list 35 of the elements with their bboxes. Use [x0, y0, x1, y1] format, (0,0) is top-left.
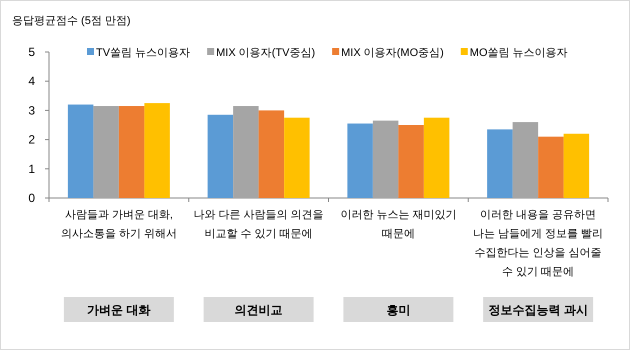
y-tick-label: 2 [28, 132, 36, 147]
x-tick-label: 나와 다른 사람들의 의견을 비교할 수 있기 때문에 [194, 209, 324, 240]
bar [512, 122, 538, 198]
y-tick-label: 5 [28, 45, 36, 59]
bar [208, 114, 234, 198]
x-tick-label: 이러한 내용을 공유하면 나는 남들에게 정보를 빨리 수집한다는 인상을 심어줄 수 있기 때문에 [473, 209, 604, 278]
text: 정보수집능력 과시 [488, 303, 588, 317]
legend-label: MIX 이용자(TV중심) [216, 47, 316, 59]
bar [68, 104, 94, 198]
bar [372, 120, 398, 198]
bar [284, 118, 310, 198]
x-tick-label: 사람들과 가벼운 대화, 의사소통을 하기 위해서 [60, 209, 177, 240]
bar [118, 106, 144, 198]
bar [538, 136, 564, 198]
y-tick-label: 1 [28, 162, 36, 176]
bar [93, 106, 119, 198]
bar [487, 129, 513, 198]
bar [258, 110, 284, 198]
y-tick-label: 3 [28, 103, 36, 118]
text: 가벼운 대화 [87, 303, 151, 317]
bar [564, 134, 590, 198]
bar [424, 118, 450, 198]
legend-label: MIX 이용자(MO중심) [341, 47, 444, 59]
bar [144, 103, 170, 198]
legend-label: TV쏠림 뉴스이용자 [96, 47, 190, 59]
x-tick-label: 이러한 뉴스는 재미있기 때문에 [340, 209, 456, 240]
bar [398, 125, 424, 198]
bar [347, 124, 373, 198]
bar [233, 106, 259, 198]
y-tick-label: 0 [28, 191, 36, 205]
y-axis-title: 응답평균점수 (5점 만점) [12, 15, 131, 27]
text: 의견비교 [234, 303, 283, 317]
text: 흥미 [386, 303, 410, 317]
legend-label: MO쏠림 뉴스이용자 [470, 47, 568, 59]
y-tick-label: 4 [28, 74, 36, 88]
